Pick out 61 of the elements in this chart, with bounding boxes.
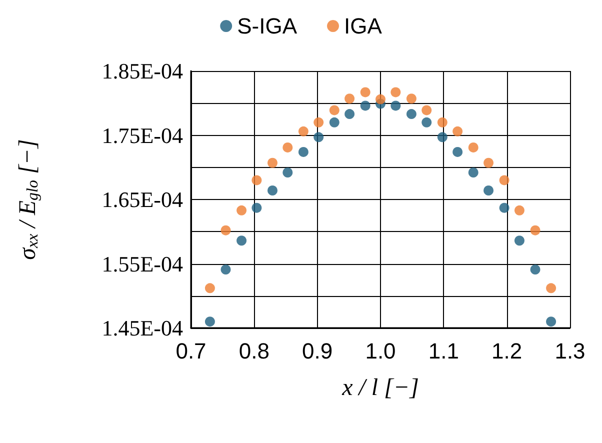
point: [437, 117, 448, 128]
point: [220, 225, 231, 236]
point: [499, 175, 510, 186]
y-tick-label: 1.75E-04: [102, 122, 183, 148]
point: [406, 109, 416, 120]
x-tick-label: 1.1: [428, 338, 459, 364]
x-tick-label: 0.7: [176, 338, 206, 364]
point: [484, 186, 494, 196]
point: [360, 100, 370, 111]
y-tick-label: 1.85E-04: [102, 58, 183, 84]
point: [267, 158, 278, 168]
point: [252, 202, 262, 213]
point: [344, 109, 355, 120]
point: [546, 316, 556, 327]
y-axis-title: σxx / Eglo [−]: [15, 139, 42, 260]
y-tick-label: 1.55E-04: [102, 251, 183, 276]
point: [514, 205, 524, 216]
point: [437, 132, 448, 142]
point: [390, 100, 401, 111]
point: [452, 146, 463, 157]
x-tick-label: 0.9: [302, 338, 333, 364]
point: [422, 105, 432, 116]
x-tick-label: 1.3: [554, 338, 586, 364]
point: [499, 202, 510, 213]
y-tick-label: 1.45E-04: [102, 316, 183, 340]
point: [282, 142, 293, 152]
point: [406, 94, 416, 104]
point: [314, 117, 324, 128]
point: [204, 316, 215, 327]
y-tick-label: 1.65E-04: [102, 187, 183, 212]
point: [390, 87, 401, 98]
point: [329, 105, 340, 116]
point: [314, 132, 324, 142]
point: [468, 142, 478, 152]
point: [546, 283, 556, 294]
x-tick-label: 1.0: [365, 338, 396, 364]
point: [267, 186, 278, 196]
legend-label: IGA: [344, 14, 382, 38]
point: [298, 146, 308, 157]
x-axis-title: x / l [−]: [341, 375, 419, 401]
point: [422, 117, 432, 128]
point: [252, 175, 262, 186]
point: [360, 87, 370, 98]
point: [452, 126, 463, 136]
point: [204, 283, 215, 294]
point: [376, 94, 386, 104]
point: [344, 94, 355, 104]
point: [298, 126, 308, 136]
point: [530, 264, 540, 275]
point: [468, 168, 478, 178]
point: [484, 158, 494, 168]
point: [530, 225, 540, 236]
point: [236, 236, 247, 246]
x-tick-label: 0.8: [238, 338, 270, 364]
point: [329, 117, 340, 128]
point: [282, 168, 293, 178]
legend-label: S-IGA: [237, 14, 298, 38]
x-tick-label: 1.2: [492, 338, 522, 364]
point: [220, 264, 231, 275]
point: [236, 205, 247, 216]
point: [514, 236, 524, 246]
